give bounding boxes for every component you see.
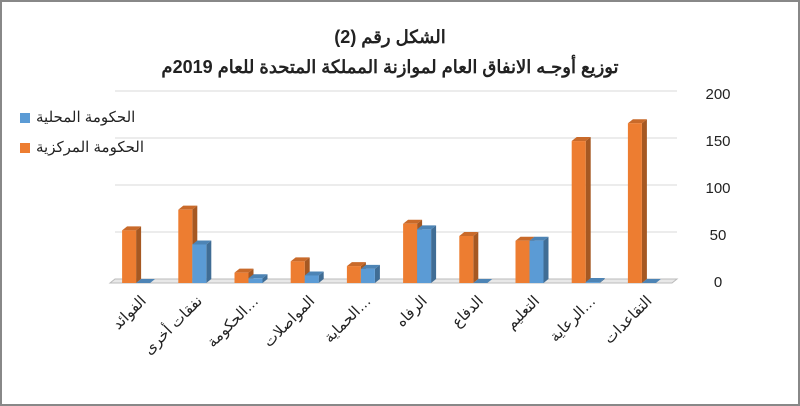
bar-top — [304, 271, 324, 276]
bar-top — [627, 119, 647, 124]
bar — [360, 268, 375, 283]
bar-top — [360, 264, 380, 269]
bar-top — [346, 262, 366, 267]
bar-top — [122, 226, 142, 231]
bar — [403, 223, 418, 283]
chart-subtitle: توزيع أوجـه الانفاق العام لموازنة المملك… — [161, 55, 618, 78]
bar-side — [206, 240, 212, 283]
bar-top — [248, 274, 268, 279]
bar — [529, 240, 544, 283]
bar — [417, 229, 432, 283]
bar — [627, 123, 642, 283]
bar-side — [374, 264, 380, 283]
bar-side — [585, 137, 591, 283]
bar-top — [529, 236, 549, 241]
y-tick-label: 0 — [714, 274, 722, 291]
bar-side — [262, 274, 268, 283]
bar-top — [459, 232, 479, 236]
bar — [346, 266, 361, 283]
bar-top — [571, 137, 591, 142]
bar-top — [192, 240, 212, 245]
bar — [304, 275, 319, 283]
legend-swatch — [20, 143, 30, 153]
bar — [234, 272, 249, 283]
bar — [585, 282, 600, 283]
bar — [192, 244, 207, 283]
bar-top — [136, 279, 156, 283]
bar-side — [641, 119, 647, 283]
bar — [571, 141, 586, 283]
bar — [459, 236, 474, 283]
y-tick-label: 100 — [705, 180, 730, 197]
bar-side — [473, 232, 479, 283]
bar — [290, 261, 305, 283]
bar-side — [599, 278, 605, 283]
bar — [248, 278, 263, 283]
bar-side — [543, 236, 549, 283]
bar-top — [417, 225, 437, 230]
bar-side — [136, 226, 142, 283]
y-tick-label: 50 — [710, 227, 727, 244]
bar-side — [318, 271, 324, 283]
bar-top — [403, 219, 423, 224]
bar-top — [515, 236, 535, 241]
bar-side — [431, 225, 437, 283]
bar-top — [641, 279, 661, 283]
y-tick-label: 200 — [705, 86, 730, 103]
bar-top — [585, 278, 605, 283]
bar — [178, 209, 193, 283]
legend-swatch — [20, 113, 30, 123]
chart-title: الشكل رقم (2) — [334, 27, 445, 48]
y-tick-label: 150 — [705, 133, 730, 150]
bar-top — [290, 257, 310, 262]
bar-top — [234, 268, 254, 273]
bar-top — [178, 205, 198, 210]
bar — [515, 240, 530, 283]
bar-top — [473, 279, 493, 283]
legend-label: الحكومة المركزية — [36, 139, 144, 156]
bar — [122, 230, 137, 283]
legend-label: الحكومة المحلية — [36, 109, 135, 126]
